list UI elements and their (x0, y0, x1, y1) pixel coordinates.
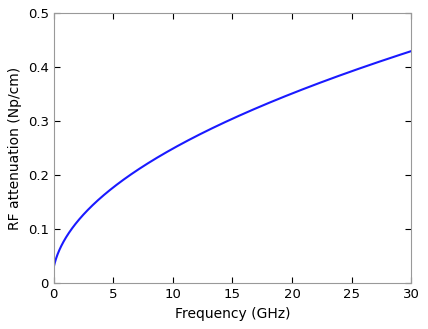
X-axis label: Frequency (GHz): Frequency (GHz) (175, 307, 290, 321)
Y-axis label: RF attenuation (Np/cm): RF attenuation (Np/cm) (8, 67, 22, 230)
